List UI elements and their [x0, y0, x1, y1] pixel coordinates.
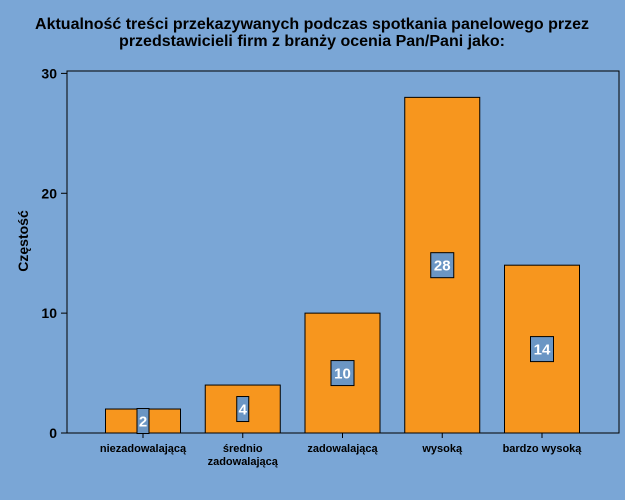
y-axis-label: Częstość — [15, 210, 31, 272]
y-axis-ticks: 0 10 20 30 — [41, 65, 67, 441]
chart-title: Aktualność treści przekazywanych podczas… — [35, 16, 589, 50]
data-label: 14 — [534, 342, 551, 359]
x-axis-ticks: niezadowalającą średniozadowalającązadowa… — [100, 433, 582, 468]
x-tick-label: średnio — [223, 443, 263, 455]
data-label-box — [530, 336, 554, 363]
x-tick-label: zadowalającą — [307, 443, 378, 455]
y-tick-label: 20 — [41, 185, 57, 201]
x-tick-label: wysoką — [421, 443, 463, 455]
bars: 2 4 10 28 14 — [105, 96, 580, 435]
y-tick-label: 30 — [41, 65, 57, 81]
x-tick-label: zadowalającą — [208, 456, 279, 468]
x-tick-label: niezadowalającą — [100, 443, 187, 455]
chart-title-line-1: Aktualność treści przekazywanych podczas… — [35, 16, 589, 33]
y-tick-label: 0 — [49, 425, 57, 441]
data-label: 4 — [239, 402, 248, 419]
data-label-box — [330, 360, 355, 387]
data-label: 28 — [434, 258, 451, 275]
data-label: 2 — [139, 414, 147, 431]
data-label: 10 — [334, 366, 351, 383]
data-label-box — [430, 252, 455, 279]
data-label-box — [236, 396, 250, 423]
y-tick-label: 10 — [41, 305, 57, 321]
chart-title-line-2: przedstawicieli firm z branży ocenia Pan… — [119, 33, 505, 50]
x-tick-label: bardzo wysoką — [503, 443, 583, 455]
